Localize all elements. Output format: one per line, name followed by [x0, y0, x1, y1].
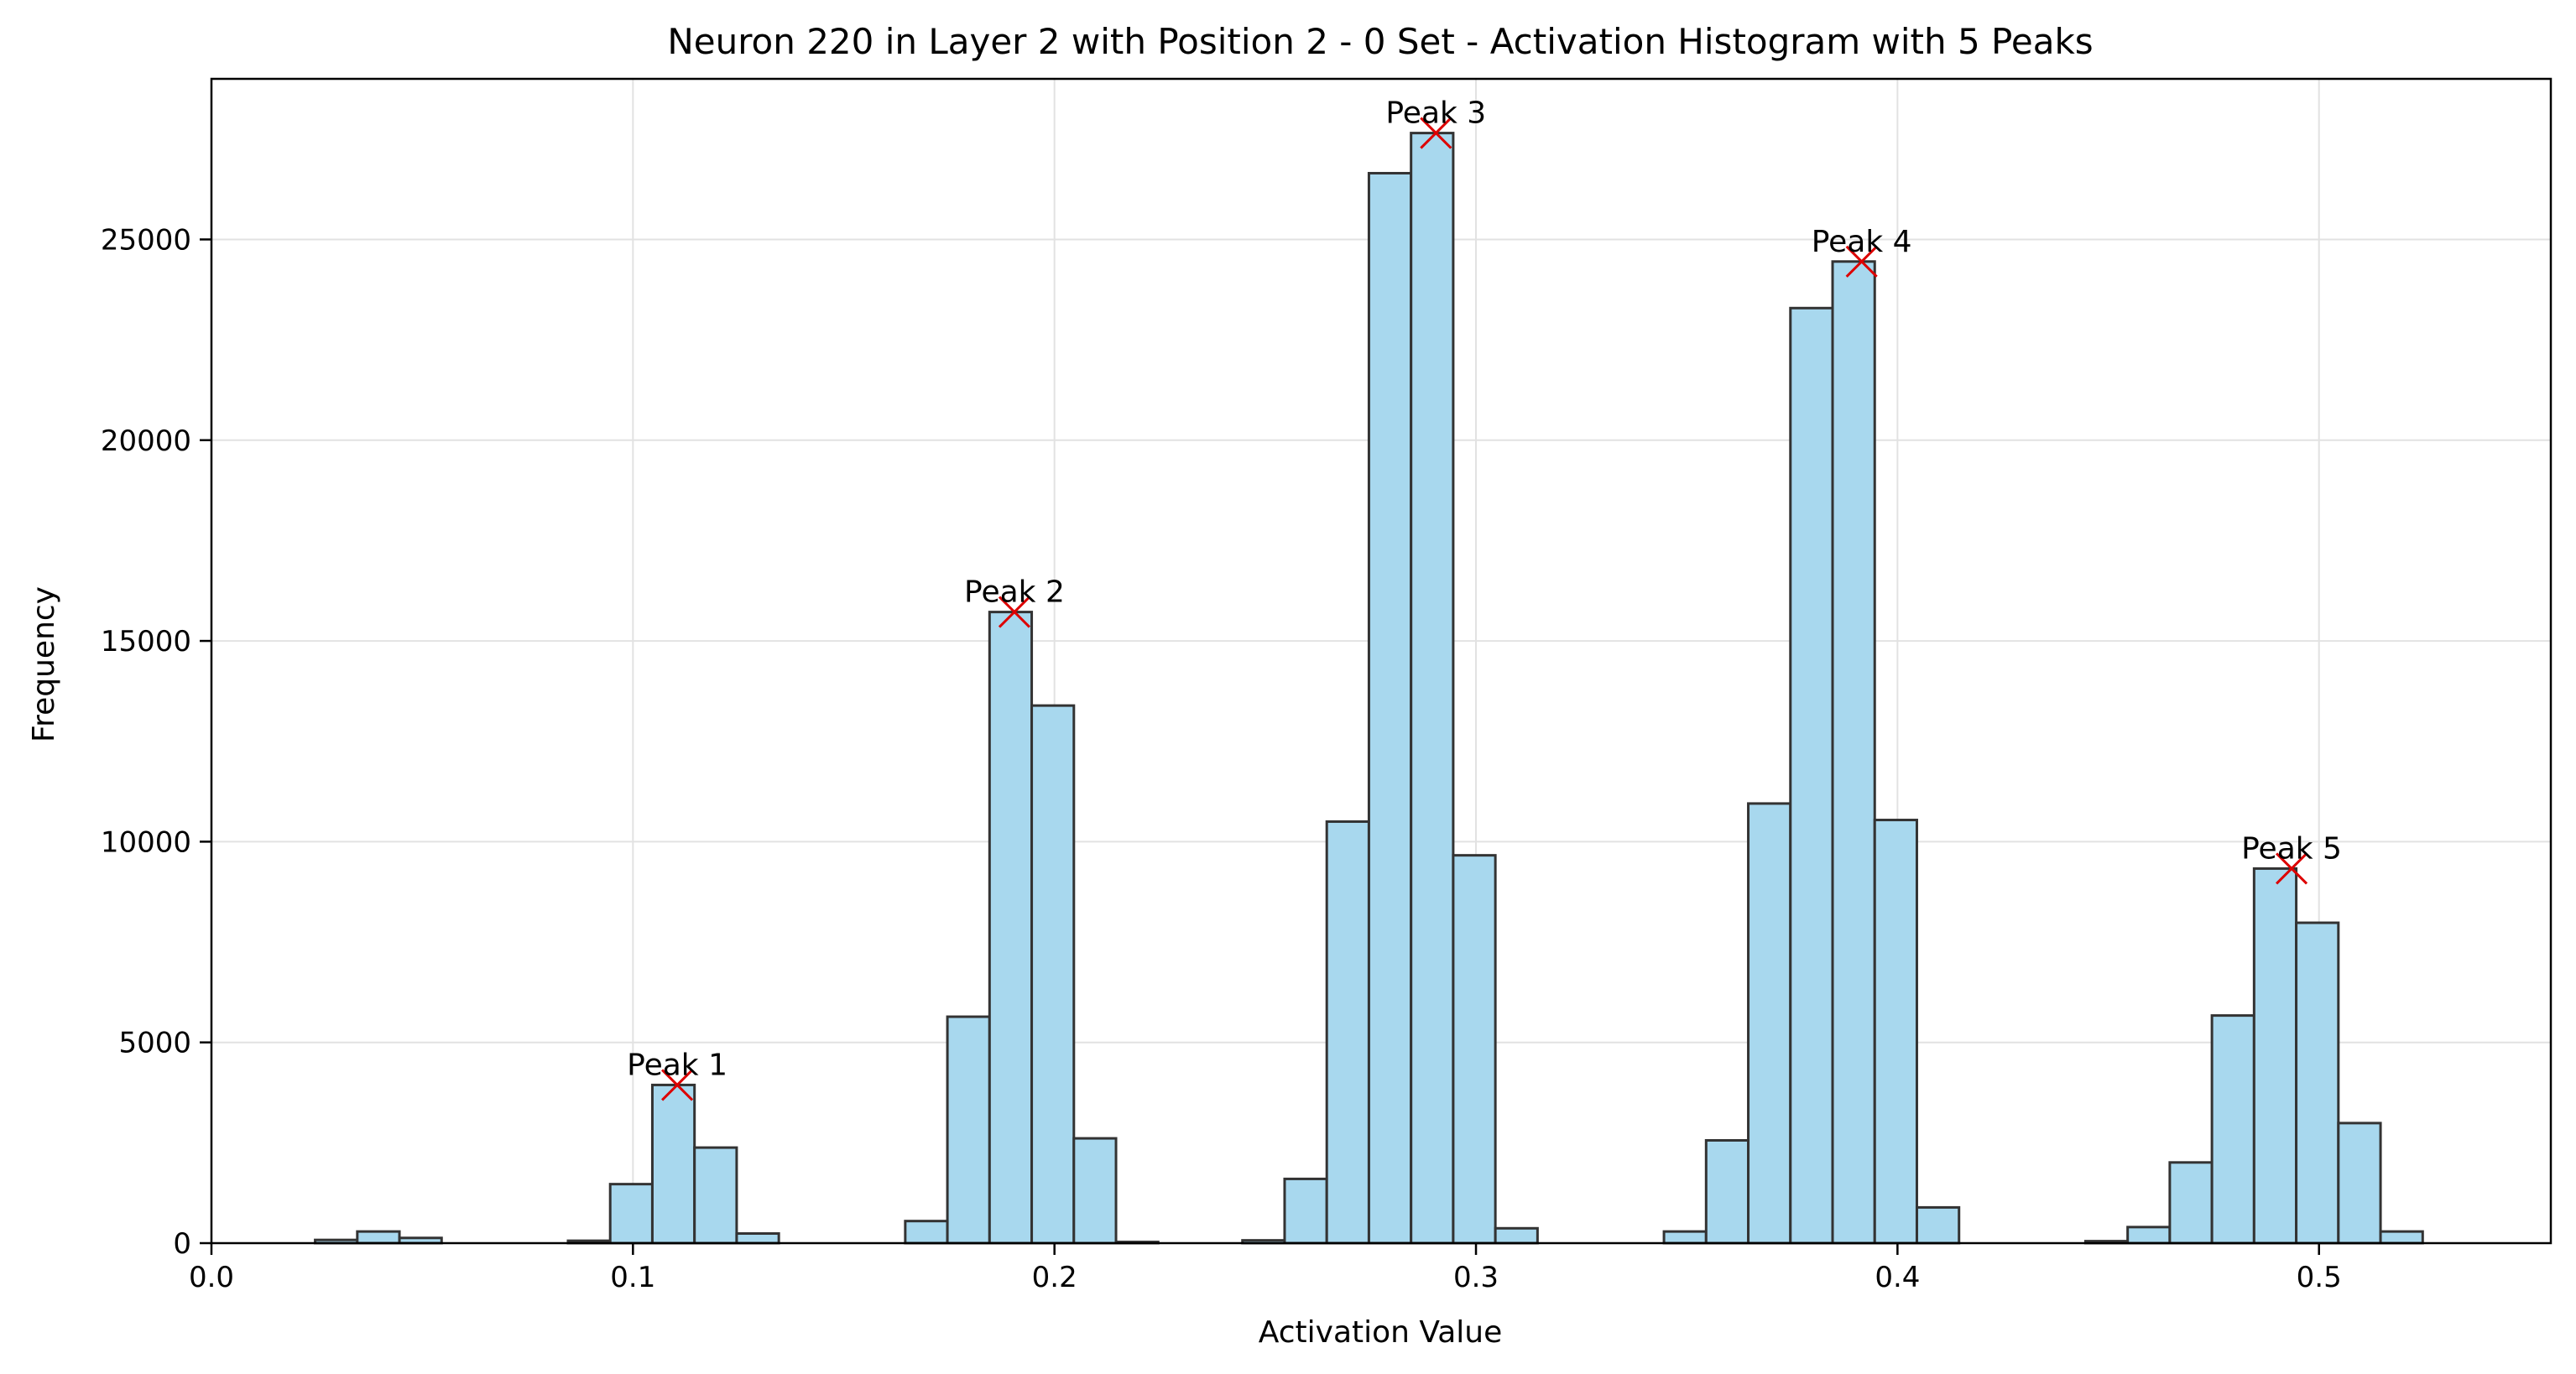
- peak-label-3: Peak 3: [1385, 96, 1486, 131]
- histogram-bar: [1367, 171, 1413, 1245]
- axes: 0.0 0.1 0.2 0.3 0.4 0.5 0 5000 10000 15000 20000 25…: [101, 77, 2553, 1294]
- histogram-bar: [650, 1083, 696, 1245]
- histogram-bar: [1452, 854, 1497, 1245]
- histogram-bar: [1873, 819, 1918, 1245]
- peak-x-stroke: [2275, 852, 2308, 885]
- x-tick-label: 0.2: [1032, 1261, 1077, 1294]
- x-tick-label: 0.1: [610, 1261, 655, 1294]
- histogram-bars: [314, 132, 2424, 1245]
- peak-marker-3: Peak 3: [1385, 96, 1486, 149]
- histogram-bar: [1831, 260, 1876, 1245]
- histogram-bar: [1410, 132, 1455, 1245]
- y-tick-label: 10000: [101, 825, 191, 859]
- y-tick-label: 25000: [101, 223, 191, 257]
- histogram-bar: [1662, 1230, 1708, 1245]
- peak-markers: Peak 1 Peak 2 Peak 3 Peak 4 Peak 5: [627, 96, 2342, 1101]
- histogram-bar: [2337, 1122, 2382, 1245]
- histogram-bar: [1704, 1138, 1750, 1245]
- peak-x-stroke: [1845, 245, 1878, 278]
- y-axis-label: Frequency: [27, 586, 61, 742]
- histogram-bar: [2126, 1226, 2172, 1245]
- x-tick-label: 0.5: [2297, 1261, 2342, 1294]
- histogram-bar: [946, 1015, 991, 1245]
- peak-label-4: Peak 4: [1812, 225, 1912, 259]
- x-tick-label: 0.0: [189, 1261, 234, 1294]
- histogram-bar: [2295, 921, 2340, 1245]
- histogram-bar: [1494, 1226, 1539, 1245]
- histogram-bar: [1915, 1205, 1961, 1245]
- histogram-bar: [735, 1232, 780, 1245]
- histogram-bar: [1030, 704, 1076, 1245]
- histogram-bar: [1283, 1177, 1328, 1245]
- histogram-bar: [988, 611, 1034, 1245]
- y-tick-label: 0: [173, 1227, 191, 1261]
- y-tick-label: 15000: [101, 625, 191, 658]
- histogram-bar: [608, 1183, 654, 1245]
- histogram-bar: [2168, 1161, 2214, 1245]
- histogram-bar: [904, 1220, 949, 1245]
- x-tick-label: 0.3: [1453, 1261, 1499, 1294]
- histogram-bar: [1789, 306, 1834, 1245]
- x-tick-label: 0.4: [1875, 1261, 1920, 1294]
- chart-title: Neuron 220 in Layer 2 with Position 2 - …: [667, 21, 2093, 62]
- peak-label-2: Peak 2: [964, 575, 1065, 610]
- peak-label-5: Peak 5: [2241, 831, 2342, 866]
- histogram-bar: [356, 1230, 401, 1245]
- histogram-bar: [1072, 1137, 1118, 1245]
- peak-marker-2: Peak 2: [964, 575, 1065, 628]
- peak-marker-1: Peak 1: [627, 1048, 727, 1101]
- peak-x-stroke: [661, 1069, 694, 1101]
- histogram-bar: [1747, 802, 1792, 1245]
- histogram-bar: [693, 1146, 738, 1245]
- y-tick-label: 20000: [101, 424, 191, 458]
- peak-label-1: Peak 1: [627, 1048, 727, 1082]
- peak-marker-4: Peak 4: [1812, 225, 1912, 278]
- plot-frame: [210, 77, 2553, 1245]
- x-axis-label: Activation Value: [1259, 1315, 1503, 1350]
- peak-marker-5: Peak 5: [2241, 831, 2342, 885]
- histogram-bar: [2210, 1014, 2255, 1245]
- histogram-bar: [2379, 1230, 2424, 1245]
- histogram-bar: [1325, 820, 1370, 1245]
- peak-x-stroke: [998, 596, 1031, 628]
- peak-x-stroke: [1420, 117, 1452, 149]
- histogram-bar: [2252, 867, 2298, 1245]
- y-tick-label: 5000: [118, 1027, 191, 1060]
